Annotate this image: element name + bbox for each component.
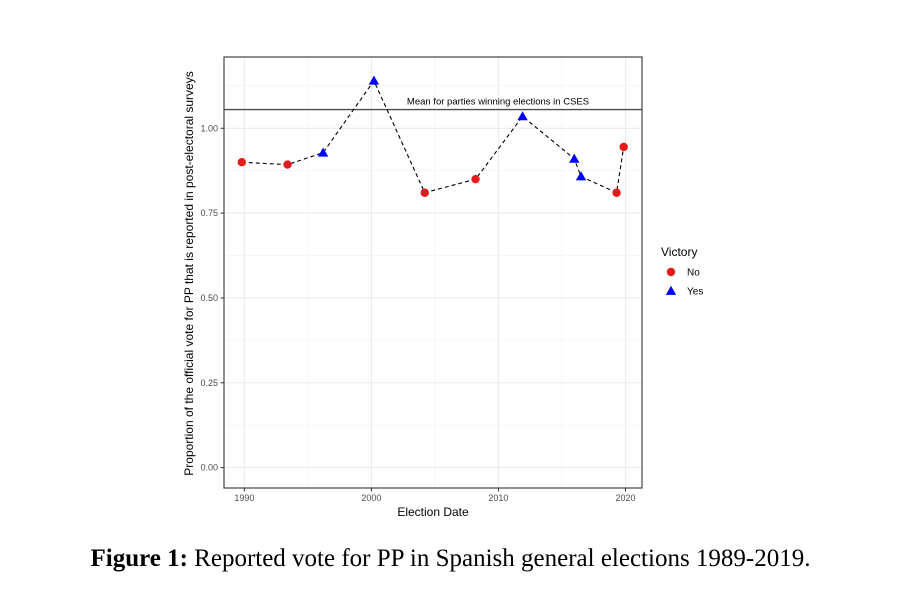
plot-border: [223, 56, 643, 489]
x-axis-title: Election Date: [397, 505, 469, 519]
legend-title: Victory: [661, 245, 697, 259]
data-point-circle: [237, 158, 246, 167]
x-tick-label: 2010: [488, 493, 508, 503]
legend-key-circle: [666, 267, 676, 277]
data-point-triangle: [575, 171, 587, 181]
y-tick-label: 0.50: [200, 293, 218, 303]
data-point-circle: [420, 188, 429, 197]
y-axis-title: Proportion of the official vote for PP t…: [182, 71, 196, 475]
data-point-triangle: [569, 153, 580, 163]
legend: Victory No Yes: [661, 245, 703, 298]
data-point-circle: [612, 188, 621, 197]
legend-label: Yes: [687, 287, 703, 298]
caption-text: Reported vote for PP in Spanish general …: [194, 545, 811, 572]
data-point-triangle: [517, 111, 528, 121]
y-tick-label: 0.25: [200, 378, 218, 388]
legend-key-triangle: [665, 285, 677, 295]
y-tick-label: 0.75: [200, 208, 218, 218]
chart: Mean for parties winning elections in CS…: [182, 56, 703, 519]
legend-label: No: [687, 268, 700, 279]
caption-label: Figure 1:: [90, 545, 188, 572]
reference-line-label: Mean for parties winning elections in CS…: [407, 97, 589, 108]
figure-caption: Figure 1: Reported vote for PP in Spanis…: [0, 545, 901, 573]
y-tick-label: 0.00: [200, 463, 218, 473]
x-tick-label: 1990: [234, 493, 254, 503]
data-point-circle: [471, 174, 480, 184]
data-point-triangle: [317, 147, 329, 157]
y-tick-label: 1.00: [200, 123, 218, 133]
x-tick-label: 2020: [615, 493, 635, 503]
plot-panel: Mean for parties winning elections in CS…: [182, 56, 643, 519]
plot-background: [224, 57, 642, 488]
data-point-circle: [283, 160, 292, 169]
x-tick-label: 2000: [361, 493, 381, 503]
data-point-triangle: [368, 75, 380, 85]
data-point-circle: [619, 142, 628, 152]
